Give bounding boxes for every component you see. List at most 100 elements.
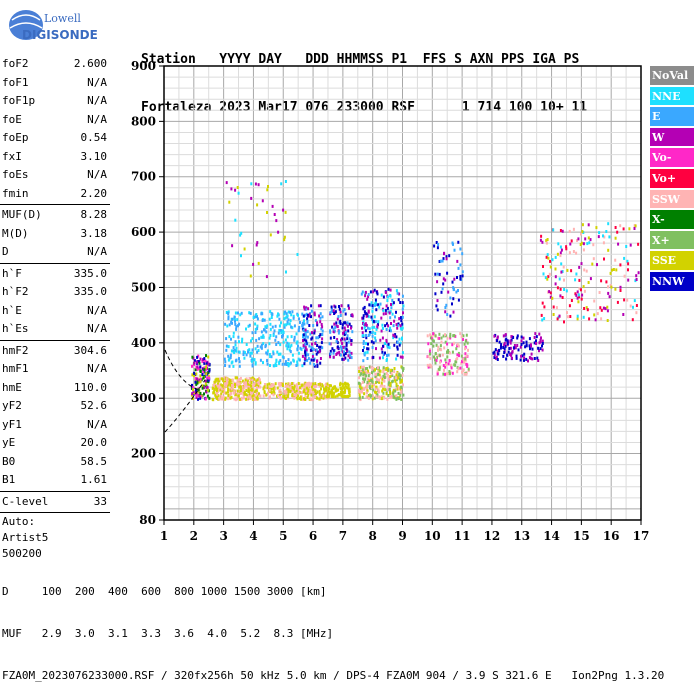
echo-point — [595, 226, 598, 230]
echo-point — [348, 350, 351, 354]
echo-point — [310, 348, 313, 352]
echo-point — [224, 397, 227, 401]
echo-point — [298, 325, 301, 329]
echo-point — [286, 387, 289, 391]
echo-point — [427, 342, 430, 346]
echo-point — [361, 395, 364, 399]
echo-point — [292, 359, 295, 363]
echo-point — [541, 318, 544, 322]
param-row: yF2 52.6 — [0, 398, 110, 417]
echo-point — [263, 390, 266, 394]
echo-point — [268, 353, 271, 356]
echo-point — [401, 366, 404, 370]
echo-point — [252, 393, 255, 397]
echo-point — [516, 334, 519, 338]
echo-point — [260, 346, 263, 350]
echo-point — [388, 346, 391, 350]
echo-point — [228, 335, 231, 339]
echo-point — [289, 350, 292, 353]
echo-point — [297, 328, 300, 332]
echo-point — [386, 388, 389, 392]
echo-point — [556, 286, 559, 290]
echo-point — [311, 385, 313, 389]
echo-point — [376, 378, 379, 382]
param-row: foF2 2.600 — [0, 56, 110, 75]
echo-point — [349, 353, 352, 357]
echo-point — [622, 313, 625, 316]
echo-point — [557, 242, 560, 246]
echo-point — [363, 345, 365, 349]
echo-point — [334, 389, 337, 393]
echo-point — [296, 397, 299, 401]
echo-point — [382, 387, 385, 391]
echo-point — [494, 348, 497, 352]
echo-point — [435, 359, 438, 362]
echo-point — [350, 351, 353, 355]
echo-point — [366, 357, 369, 360]
echo-point — [226, 324, 229, 328]
echo-point — [193, 374, 195, 378]
echo-point — [374, 390, 376, 394]
echo-point — [391, 374, 394, 377]
echo-point — [251, 378, 254, 382]
echo-point — [367, 309, 370, 313]
echo-point — [191, 355, 194, 359]
echo-point — [519, 358, 522, 362]
echo-point — [568, 304, 571, 308]
echo-point — [552, 228, 555, 232]
echo-point — [516, 336, 519, 340]
echo-point — [361, 368, 364, 372]
echo-point — [393, 396, 396, 400]
echo-point — [366, 297, 369, 301]
echo-point — [451, 350, 454, 354]
echo-point — [300, 347, 303, 351]
echo-point — [445, 372, 448, 376]
echo-point — [625, 245, 628, 248]
echo-point — [341, 395, 344, 398]
echo-point — [431, 334, 433, 338]
param-row: foE N/A — [0, 112, 110, 131]
echo-point — [344, 388, 347, 392]
echo-point — [523, 352, 526, 356]
echo-point — [366, 347, 369, 351]
echo-point — [386, 295, 389, 299]
echo-point — [380, 293, 383, 297]
echo-point — [383, 385, 386, 388]
echo-point — [386, 322, 388, 326]
echo-point — [388, 328, 391, 332]
echo-point — [390, 372, 393, 375]
echo-point — [218, 388, 221, 392]
echo-point — [457, 240, 460, 244]
echo-point — [213, 388, 216, 391]
logo-line2: DIGISONDE — [22, 28, 98, 42]
echo-point — [307, 353, 310, 357]
echo-point — [583, 268, 586, 272]
echo-point — [269, 395, 271, 399]
param-label: foF2 — [2, 57, 29, 70]
echo-point — [337, 388, 339, 392]
echo-point — [333, 385, 336, 389]
echo-point — [277, 382, 280, 386]
echo-point — [280, 331, 283, 335]
echo-point — [538, 332, 541, 336]
echo-point — [272, 393, 275, 397]
echo-point — [262, 334, 265, 338]
echo-point — [197, 354, 200, 358]
echo-point — [541, 301, 544, 305]
echo-point — [429, 352, 431, 356]
echo-point — [269, 355, 272, 358]
echo-point — [443, 251, 446, 255]
echo-point — [444, 372, 446, 376]
legend-entry: NNE — [650, 86, 694, 106]
param-label: foF1p — [2, 94, 36, 107]
echo-point — [241, 379, 244, 383]
echo-point — [585, 306, 588, 310]
echo-point — [587, 281, 590, 284]
profile-trace — [164, 379, 206, 433]
echo-point — [396, 353, 399, 357]
echo-point — [266, 358, 269, 362]
echo-point — [465, 372, 468, 376]
echo-point — [384, 324, 387, 328]
echo-point — [318, 397, 321, 401]
echo-point — [581, 230, 584, 234]
